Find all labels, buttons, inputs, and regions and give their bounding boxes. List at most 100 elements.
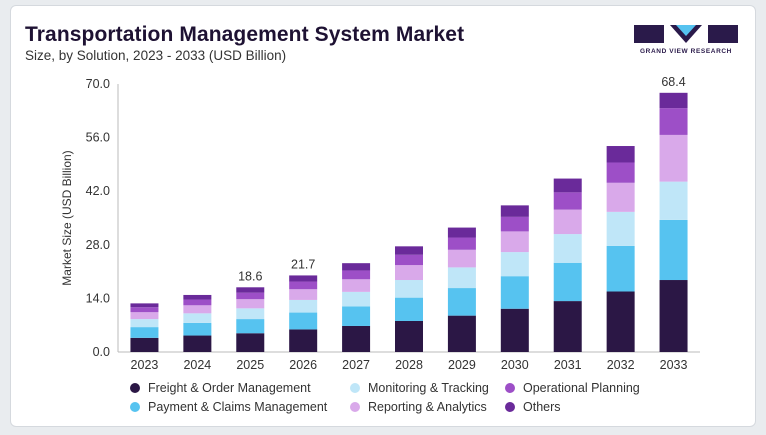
- legend-item: Payment & Claims Management: [130, 400, 327, 414]
- bar-segment: [553, 192, 582, 210]
- legend-label: Operational Planning: [523, 381, 640, 395]
- bar-segment: [553, 262, 582, 302]
- legend-item: Others: [505, 400, 561, 414]
- y-tick-label: 56.0: [86, 131, 110, 145]
- bar-segment: [606, 211, 635, 246]
- y-tick-label: 0.0: [93, 345, 110, 359]
- chart-title: Transportation Management System Market: [25, 23, 465, 46]
- bar-segment: [342, 279, 371, 292]
- bar-segment: [183, 299, 212, 306]
- bar-segment: [183, 322, 212, 336]
- bar-segment: [447, 267, 476, 289]
- legend-item: Monitoring & Tracking: [350, 381, 489, 395]
- bar-segment: [553, 234, 582, 263]
- logo-text: GRAND VIEW RESEARCH: [640, 48, 732, 55]
- bar-segment: [395, 320, 423, 352]
- grand-view-research-logo-icon: [634, 25, 738, 43]
- x-tick-label: 2029: [448, 358, 476, 372]
- bar-segment: [236, 287, 265, 293]
- legend-label: Payment & Claims Management: [148, 400, 328, 414]
- bar-segment: [130, 312, 159, 320]
- bar-segment: [130, 337, 159, 352]
- bar-segment: [395, 254, 423, 266]
- bar-segment: [289, 289, 318, 300]
- bar-segment: [606, 146, 635, 163]
- bar-segment: [289, 312, 318, 330]
- x-tick-label: 2025: [236, 358, 264, 372]
- bar-segment: [606, 291, 635, 352]
- bar-segment: [183, 294, 212, 300]
- bar-segment: [183, 335, 212, 352]
- y-tick-label: 28.0: [86, 238, 110, 252]
- x-tick-label: 2032: [607, 358, 635, 372]
- legend-item: Freight & Order Management: [130, 381, 311, 395]
- bar-segment: [659, 219, 688, 281]
- y-tick-label: 14.0: [86, 291, 110, 305]
- bar-segment: [606, 245, 635, 292]
- bar-segment: [183, 305, 212, 314]
- y-tick-label: 42.0: [86, 184, 110, 198]
- x-tick-label: 2026: [289, 358, 317, 372]
- bar-segment: [659, 181, 688, 220]
- bar-segment: [659, 108, 688, 135]
- bar-segment: [553, 178, 582, 193]
- bar-segment: [447, 227, 476, 238]
- legend-label: Freight & Order Management: [148, 381, 311, 395]
- bar-segment: [606, 162, 635, 183]
- bar-segment: [500, 252, 529, 277]
- bar-segment: [659, 92, 688, 109]
- x-tick-label: 2031: [554, 358, 582, 372]
- bar-segment: [447, 249, 476, 268]
- x-tick-label: 2024: [183, 358, 211, 372]
- bar-segment: [553, 209, 582, 235]
- bar-segment: [289, 275, 318, 282]
- bar-segment: [500, 231, 529, 253]
- x-tick-label: 2028: [395, 358, 423, 372]
- legend-swatch: [505, 383, 515, 393]
- legend-swatch: [350, 383, 360, 393]
- bar-segment: [289, 329, 318, 352]
- bar-segment: [342, 325, 371, 352]
- bar-segment: [130, 303, 159, 308]
- x-tick-label: 2023: [131, 358, 159, 372]
- bar-segment: [236, 319, 265, 334]
- bar-segment: [342, 270, 371, 280]
- bar-segment: [342, 306, 371, 326]
- legend-label: Monitoring & Tracking: [368, 381, 489, 395]
- data-label: 68.4: [661, 75, 685, 89]
- bar-segment: [342, 291, 371, 307]
- bar-segment: [130, 307, 159, 313]
- bar-segment: [447, 237, 476, 250]
- legend-item: Operational Planning: [505, 381, 640, 395]
- bar-segment: [183, 313, 212, 323]
- bar-segment: [606, 182, 635, 212]
- bar-segment: [342, 263, 371, 271]
- bar-segment: [395, 265, 423, 281]
- legend-swatch: [130, 402, 140, 412]
- bar-segment: [553, 301, 582, 352]
- bar-segment: [659, 134, 688, 182]
- bar-segment: [130, 319, 159, 328]
- bar-segment: [447, 288, 476, 316]
- bar-segment: [447, 315, 476, 352]
- legend-swatch: [505, 402, 515, 412]
- y-tick-label: 70.0: [86, 77, 110, 91]
- bar-segment: [236, 292, 265, 300]
- bar-segment: [659, 280, 688, 352]
- x-tick-label: 2027: [342, 358, 370, 372]
- bar-segment: [395, 280, 423, 298]
- bar-segment: [289, 299, 318, 313]
- bar-segment: [500, 308, 529, 352]
- legend-label: Others: [523, 400, 561, 414]
- chart-subtitle: Size, by Solution, 2023 - 2033 (USD Bill…: [25, 48, 287, 63]
- legend-swatch: [350, 402, 360, 412]
- bar-segment: [500, 216, 529, 232]
- bar-segment: [289, 281, 318, 290]
- bar-segment: [236, 308, 265, 320]
- legend-swatch: [130, 383, 140, 393]
- data-label: 21.7: [291, 257, 315, 271]
- bar-segment: [236, 299, 265, 309]
- legend-label: Reporting & Analytics: [368, 400, 487, 414]
- data-label: 18.6: [238, 269, 262, 283]
